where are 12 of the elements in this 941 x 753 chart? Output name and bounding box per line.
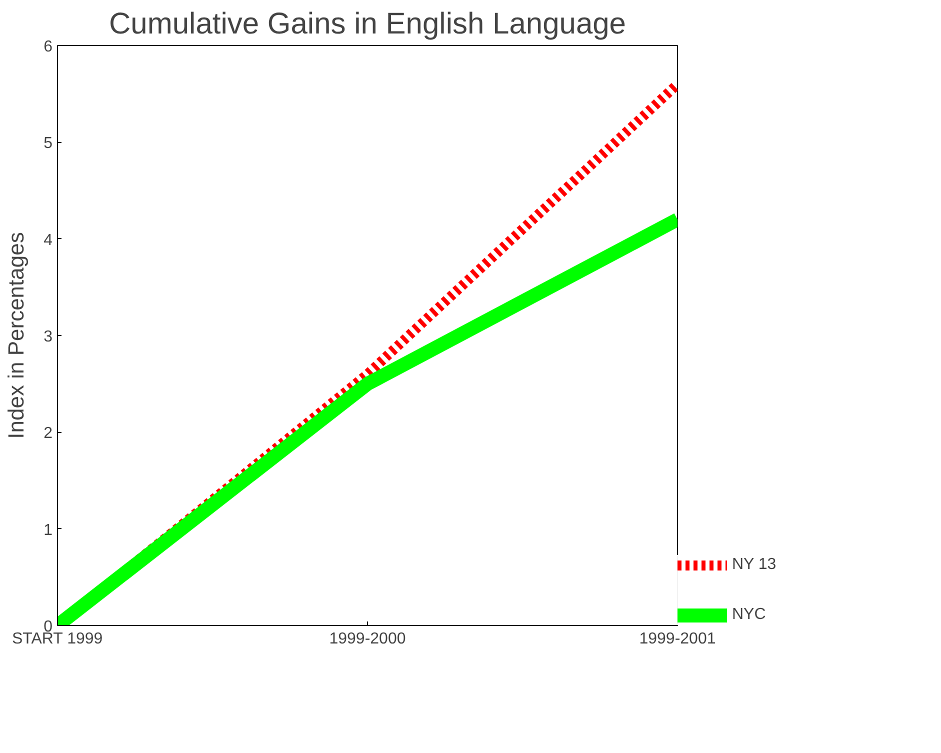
chart-title: Cumulative Gains in English Language bbox=[109, 8, 626, 40]
y-tick-label: 2 bbox=[44, 425, 53, 442]
legend-label: NY 13 bbox=[732, 556, 776, 574]
y-tick-label: 5 bbox=[44, 135, 53, 152]
x-tick-label: 1999-2001 bbox=[639, 630, 716, 648]
y-tick-label: 4 bbox=[44, 232, 53, 249]
legend-label: NYC bbox=[732, 606, 766, 624]
x-tick-label: 1999-2000 bbox=[329, 630, 406, 648]
y-axis-title: Index in Percentages bbox=[4, 232, 29, 439]
y-tick-label: 6 bbox=[44, 38, 53, 56]
y-tick-label: 3 bbox=[44, 328, 53, 346]
y-tick-label: 1 bbox=[44, 522, 53, 539]
